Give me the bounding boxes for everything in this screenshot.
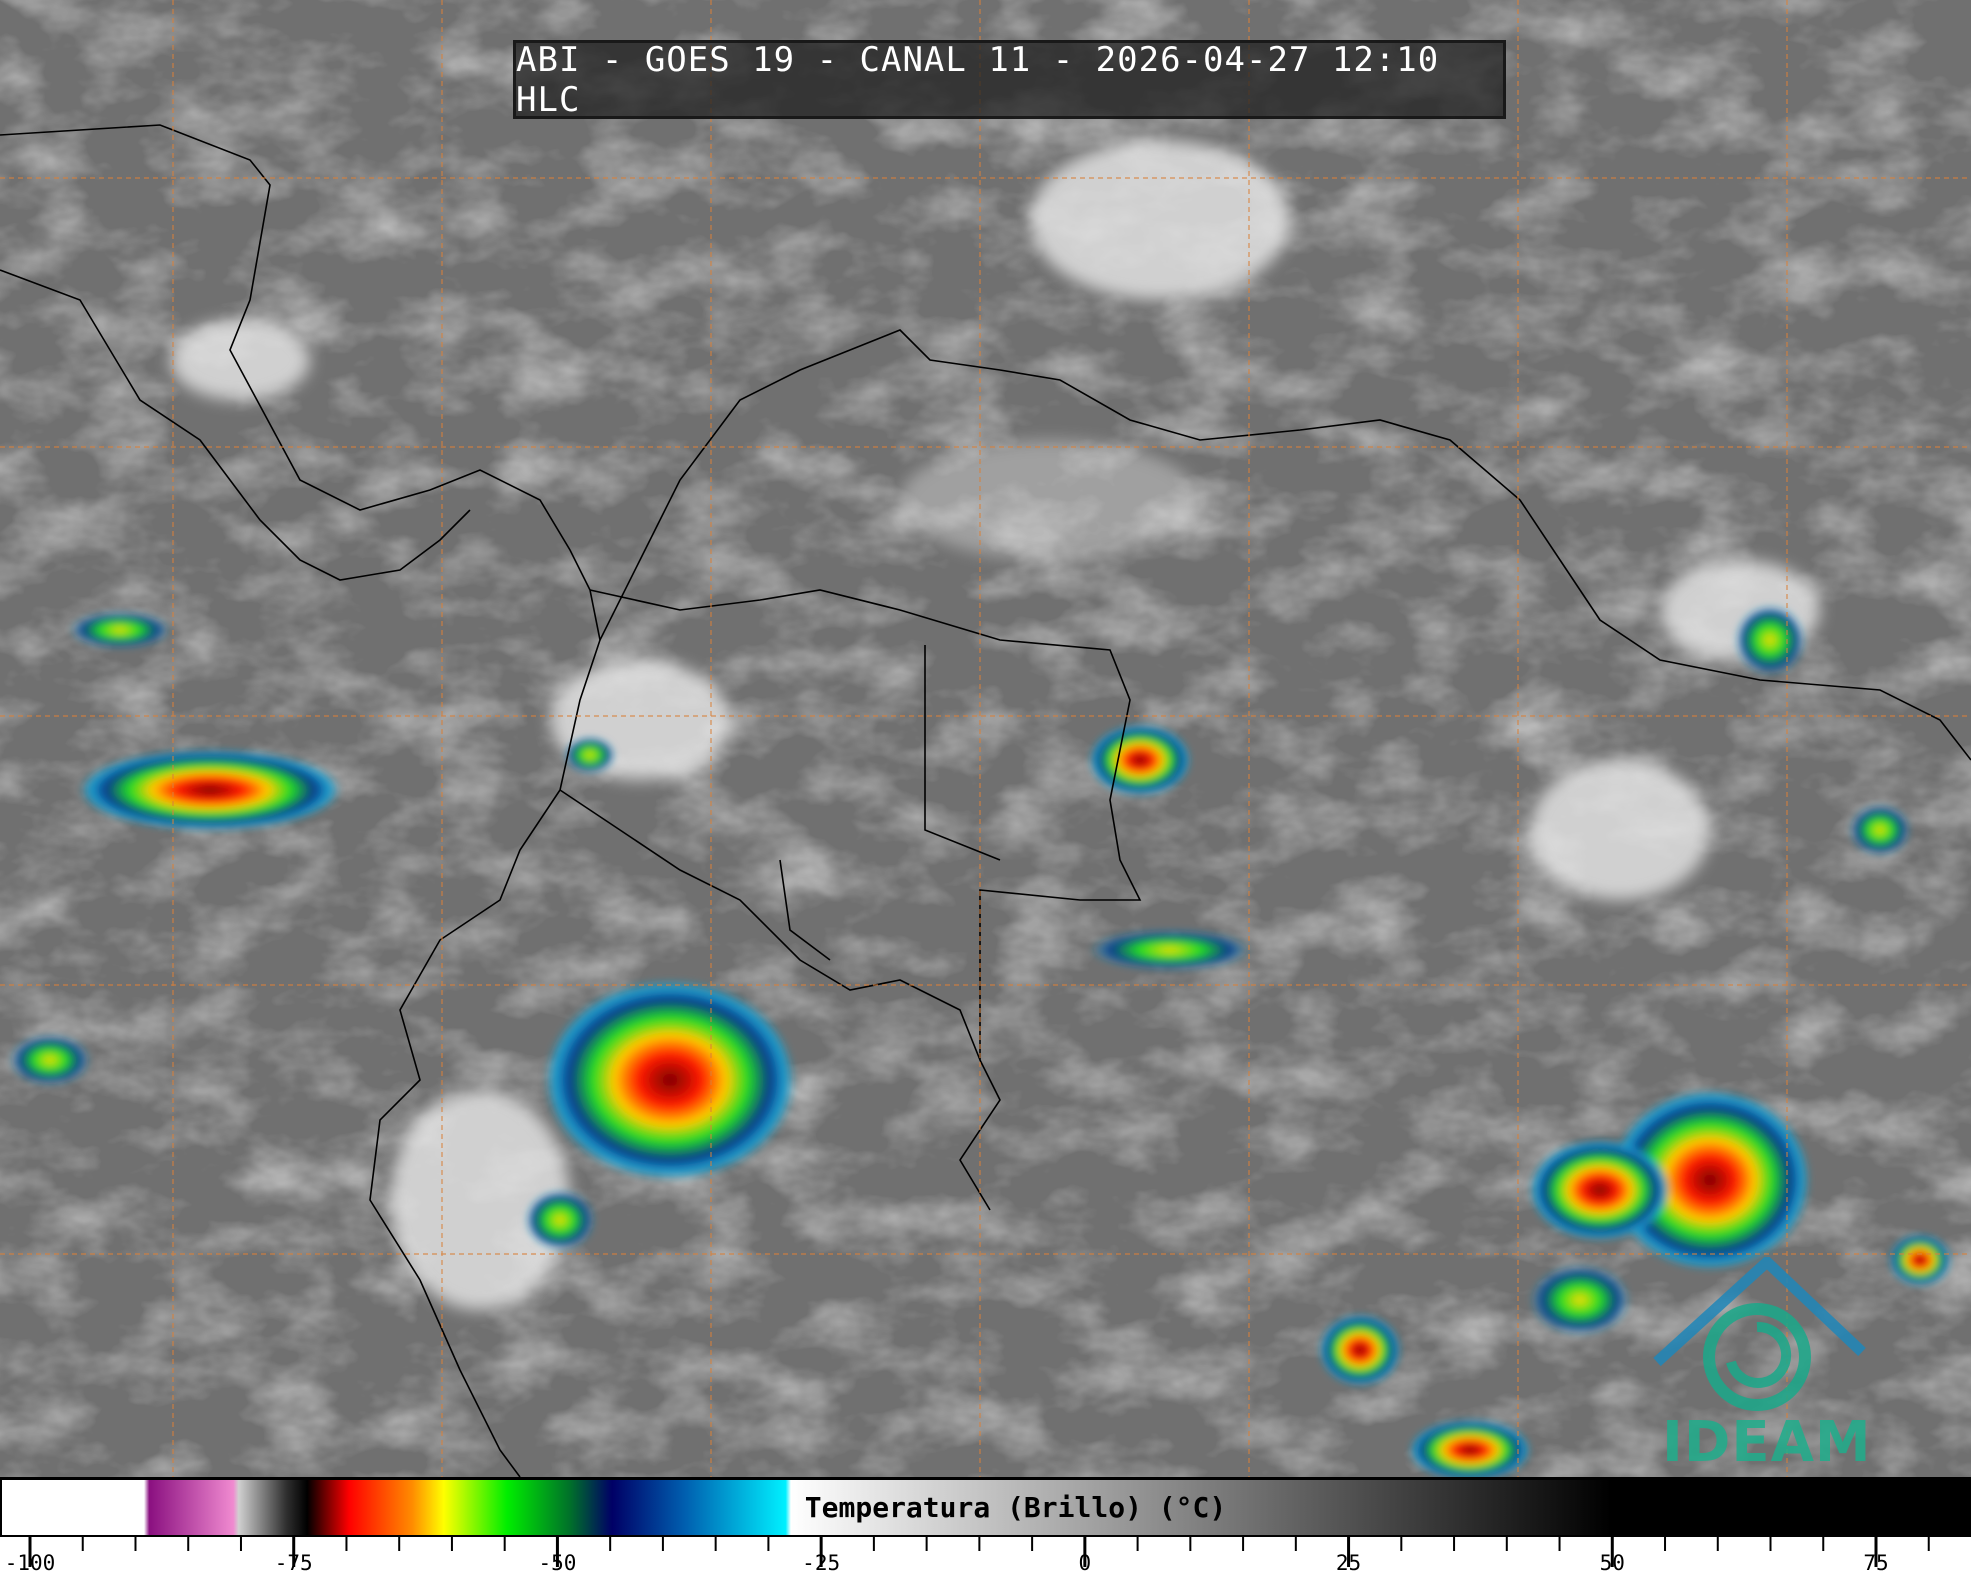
tick-label: -100 xyxy=(4,1551,56,1575)
colorbar: Temperatura (Brillo) (°C) -100 -75 -50 -25 0… xyxy=(0,1477,1971,1577)
tick-label: -50 xyxy=(538,1551,577,1575)
tick-label: -75 xyxy=(274,1551,313,1575)
map-title: ABI - GOES 19 - CANAL 11 - 2026-04-27 12… xyxy=(516,39,1440,120)
tick-label: 75 xyxy=(1863,1551,1889,1575)
tick-label: 0 xyxy=(1078,1551,1092,1575)
tick-label: -25 xyxy=(802,1551,841,1575)
tick-label: 25 xyxy=(1335,1551,1362,1575)
colorbar-ticks xyxy=(28,1537,1930,1567)
colorbar-gradient xyxy=(0,1477,1971,1537)
satellite-map xyxy=(0,0,1971,1477)
cloud-cover xyxy=(170,140,1820,1310)
graticule xyxy=(0,0,1971,1477)
map-title-box: ABI - GOES 19 - CANAL 11 - 2026-04-27 12… xyxy=(513,39,1506,120)
tick-label: 50 xyxy=(1599,1551,1625,1575)
ideam-logo-text: IDEAM xyxy=(1662,1410,1872,1475)
colorbar-label: Temperatura (Brillo) (°C) xyxy=(804,1491,1227,1524)
coastlines-and-borders xyxy=(0,124,1971,1477)
ideam-logo xyxy=(1653,1257,1866,1411)
